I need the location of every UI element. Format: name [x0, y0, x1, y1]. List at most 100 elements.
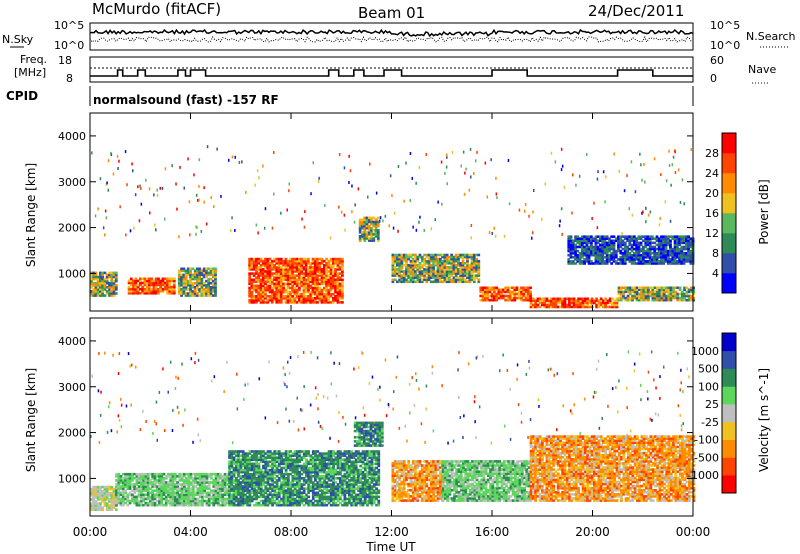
velocity-scatter: [175, 375, 177, 379]
power-cell: [172, 292, 176, 295]
power-cell: [614, 239, 618, 243]
power-cell: [576, 256, 580, 259]
power-cell: [439, 272, 442, 275]
power-cell: [127, 292, 131, 295]
power-cell: [441, 262, 444, 265]
power-cell: [604, 301, 608, 305]
power-cell: [307, 280, 310, 284]
power-cell: [114, 279, 118, 283]
velocity-scatter: [335, 394, 338, 398]
power-cell: [675, 237, 679, 240]
power-cell: [671, 292, 675, 296]
power-cell: [461, 266, 465, 269]
power-cell: [110, 271, 114, 275]
velocity-cell: [250, 481, 254, 484]
power-cell: [439, 262, 442, 265]
power-cell: [341, 264, 344, 267]
power-cell: [266, 266, 270, 269]
power-cell: [642, 288, 646, 292]
velocity-scatter: [99, 413, 102, 417]
power-scatter: [200, 229, 203, 233]
power-cell: [264, 266, 267, 269]
power-cell: [300, 280, 304, 284]
power-cell: [608, 297, 612, 301]
power-cell: [298, 264, 301, 267]
velocity-cell: [284, 481, 288, 484]
power-cell: [248, 280, 252, 284]
power-cell: [574, 239, 577, 243]
power-cell: [671, 237, 675, 240]
power-cell: [574, 258, 577, 261]
power-cell: [207, 271, 211, 275]
power-cell: [685, 241, 688, 245]
power-cell: [282, 282, 285, 286]
power-cell: [457, 278, 460, 282]
velocity-cell: [232, 450, 236, 453]
velocity-cell: [108, 504, 111, 507]
velocity-cell: [221, 503, 225, 507]
power-cell: [605, 235, 609, 238]
power-cell: [307, 259, 310, 263]
power-cell: [286, 280, 290, 284]
velocity-cell: [146, 477, 150, 480]
power-cell: [635, 286, 639, 290]
power-cell: [594, 245, 598, 249]
velocity-cell: [277, 479, 281, 482]
power-cell: [300, 297, 304, 300]
power-cell: [678, 296, 682, 300]
power-cell: [311, 259, 315, 263]
power-scatter: [304, 210, 306, 214]
power-cell: [270, 262, 274, 265]
power-cell: [653, 294, 657, 298]
power-cell: [196, 271, 199, 275]
power-cell: [309, 270, 313, 273]
power-cell: [329, 266, 333, 269]
power-cell: [621, 235, 625, 238]
power-cell: [184, 273, 188, 277]
power-cell: [279, 290, 283, 294]
velocity-scatter: [679, 413, 681, 417]
power-cell: [411, 266, 415, 269]
power-cell: [393, 278, 397, 282]
power-cell: [594, 251, 598, 255]
power-cell: [486, 286, 489, 290]
power-cell: [576, 258, 580, 261]
power-cell: [486, 294, 489, 298]
power-scatter: [571, 211, 573, 215]
power-cell: [407, 268, 411, 271]
power-scatter: [133, 226, 135, 230]
power-cell: [567, 249, 571, 253]
power-cell: [605, 241, 609, 245]
power-cell: [674, 290, 677, 294]
velocity-cell: [135, 472, 139, 476]
power-scatter: [231, 155, 234, 159]
power-cell: [184, 275, 188, 279]
power-scatter: [660, 173, 662, 177]
power-cell: [338, 288, 342, 292]
velocity-scatter: [478, 405, 481, 409]
velocity-cell: [180, 495, 184, 499]
velocity-cell: [144, 475, 148, 478]
power-cell: [277, 301, 281, 304]
power-cell: [633, 292, 637, 296]
power-cell: [459, 274, 463, 277]
power-cell: [268, 268, 272, 271]
power-colorbar-swatch: [722, 213, 736, 234]
power-cell: [316, 288, 319, 292]
power-cell: [257, 295, 261, 298]
velocity-cell: [164, 497, 168, 501]
power-cell: [443, 276, 447, 279]
velocity-cell: [232, 487, 236, 490]
velocity-scatter: [210, 379, 213, 383]
power-cell: [569, 241, 573, 245]
power-cell: [587, 235, 591, 238]
power-cell: [277, 284, 281, 288]
power-cell: [416, 276, 420, 279]
velocity-scatter: [682, 422, 684, 426]
power-cell: [259, 264, 263, 267]
power-cell: [524, 288, 528, 292]
power-cell: [200, 294, 204, 297]
velocity-cell: [99, 489, 102, 493]
velocity-cell: [262, 503, 265, 507]
power-cell: [407, 272, 411, 275]
